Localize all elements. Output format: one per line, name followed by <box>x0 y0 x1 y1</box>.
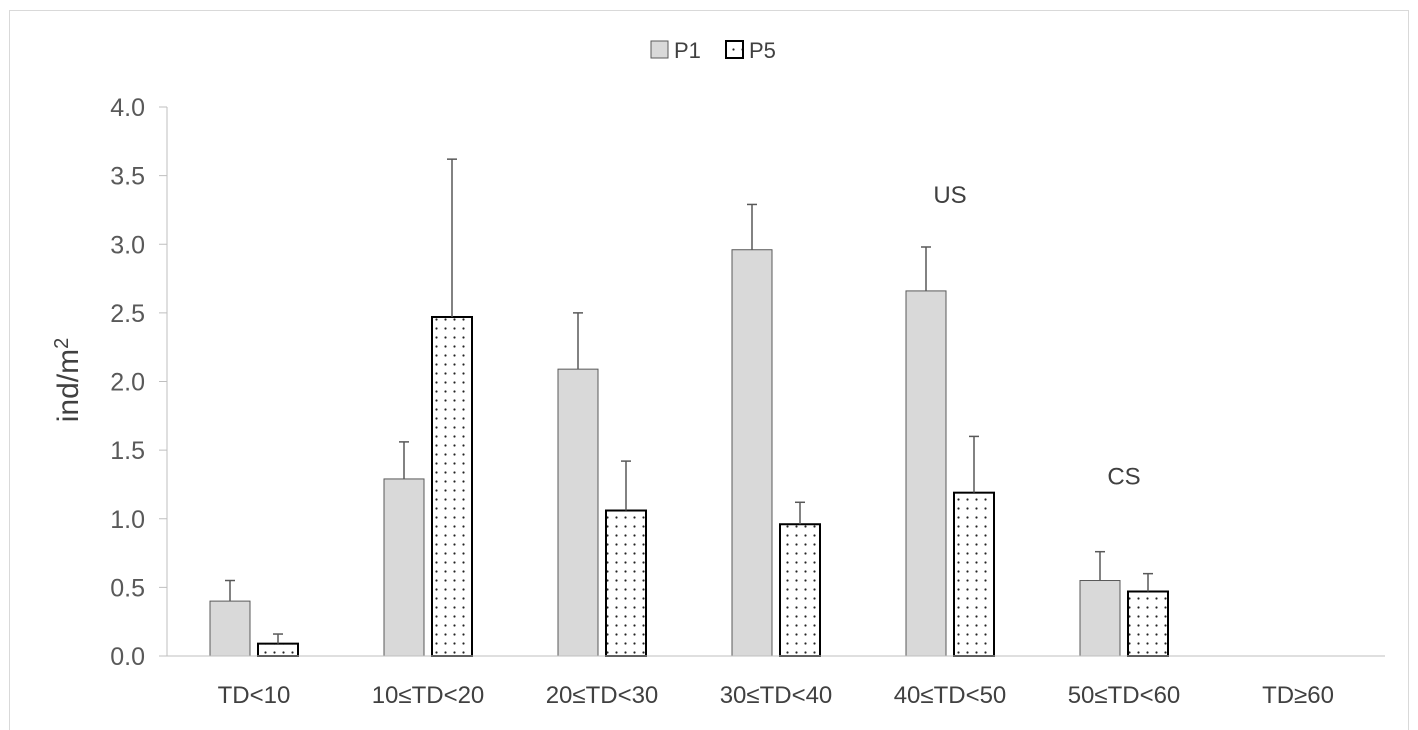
bar-p5 <box>1127 590 1169 657</box>
x-tick-label: 40≤TD<50 <box>894 682 1007 709</box>
y-axis-label: ind/m2 <box>51 338 85 422</box>
annotation-label: US <box>933 182 966 209</box>
x-axis: TD<10 10≤TD<20 20≤TD<30 30≤TD<40 40≤TD<50 50≤… <box>167 655 1385 709</box>
bar-p5 <box>257 642 299 658</box>
y-tick-label: 0.5 <box>110 574 145 602</box>
y-tick-label: 3.0 <box>110 231 145 259</box>
bars <box>209 158 1169 658</box>
legend-label-p1: P1 <box>674 38 701 63</box>
bar-p1 <box>731 249 773 657</box>
legend-swatch-p1 <box>650 40 669 59</box>
bar-p1 <box>209 600 251 657</box>
y-tick-label: 3.5 <box>110 163 145 191</box>
annotation-label: CS <box>1107 463 1140 490</box>
bar-p1 <box>905 290 947 657</box>
legend-swatch-p5 <box>725 40 744 59</box>
bar-p5 <box>431 315 473 657</box>
annotations: US CS <box>933 182 1140 490</box>
x-tick-label: 10≤TD<20 <box>372 682 485 709</box>
x-tick-label: TD≥60 <box>1262 682 1334 709</box>
bar-p1 <box>1079 580 1121 657</box>
y-tick-label: 4.0 <box>110 94 145 122</box>
bar-p5 <box>605 509 647 658</box>
bar-p5 <box>779 523 821 657</box>
x-tick-label: 20≤TD<30 <box>546 682 659 709</box>
bar-p1 <box>383 478 425 657</box>
x-tick-label: 30≤TD<40 <box>720 682 833 709</box>
x-tick-label: 50≤TD<60 <box>1068 682 1181 709</box>
y-tick-label: 1.5 <box>110 437 145 465</box>
y-tick-label: 2.0 <box>110 369 145 397</box>
y-tick-label: 1.0 <box>110 506 145 534</box>
bar-p1 <box>557 368 599 657</box>
y-tick-label: 2.5 <box>110 300 145 328</box>
legend-label-p5: P5 <box>749 38 776 63</box>
chart-frame <box>9 10 1409 730</box>
bar-p5 <box>953 491 995 657</box>
y-axis: 0.0 0.5 1.0 1.5 2.0 2.5 3.0 3.5 4.0 <box>110 94 168 671</box>
y-tick-label: 0.0 <box>110 643 145 671</box>
x-tick-label: TD<10 <box>218 682 291 709</box>
legend: P1 P5 <box>650 38 776 63</box>
